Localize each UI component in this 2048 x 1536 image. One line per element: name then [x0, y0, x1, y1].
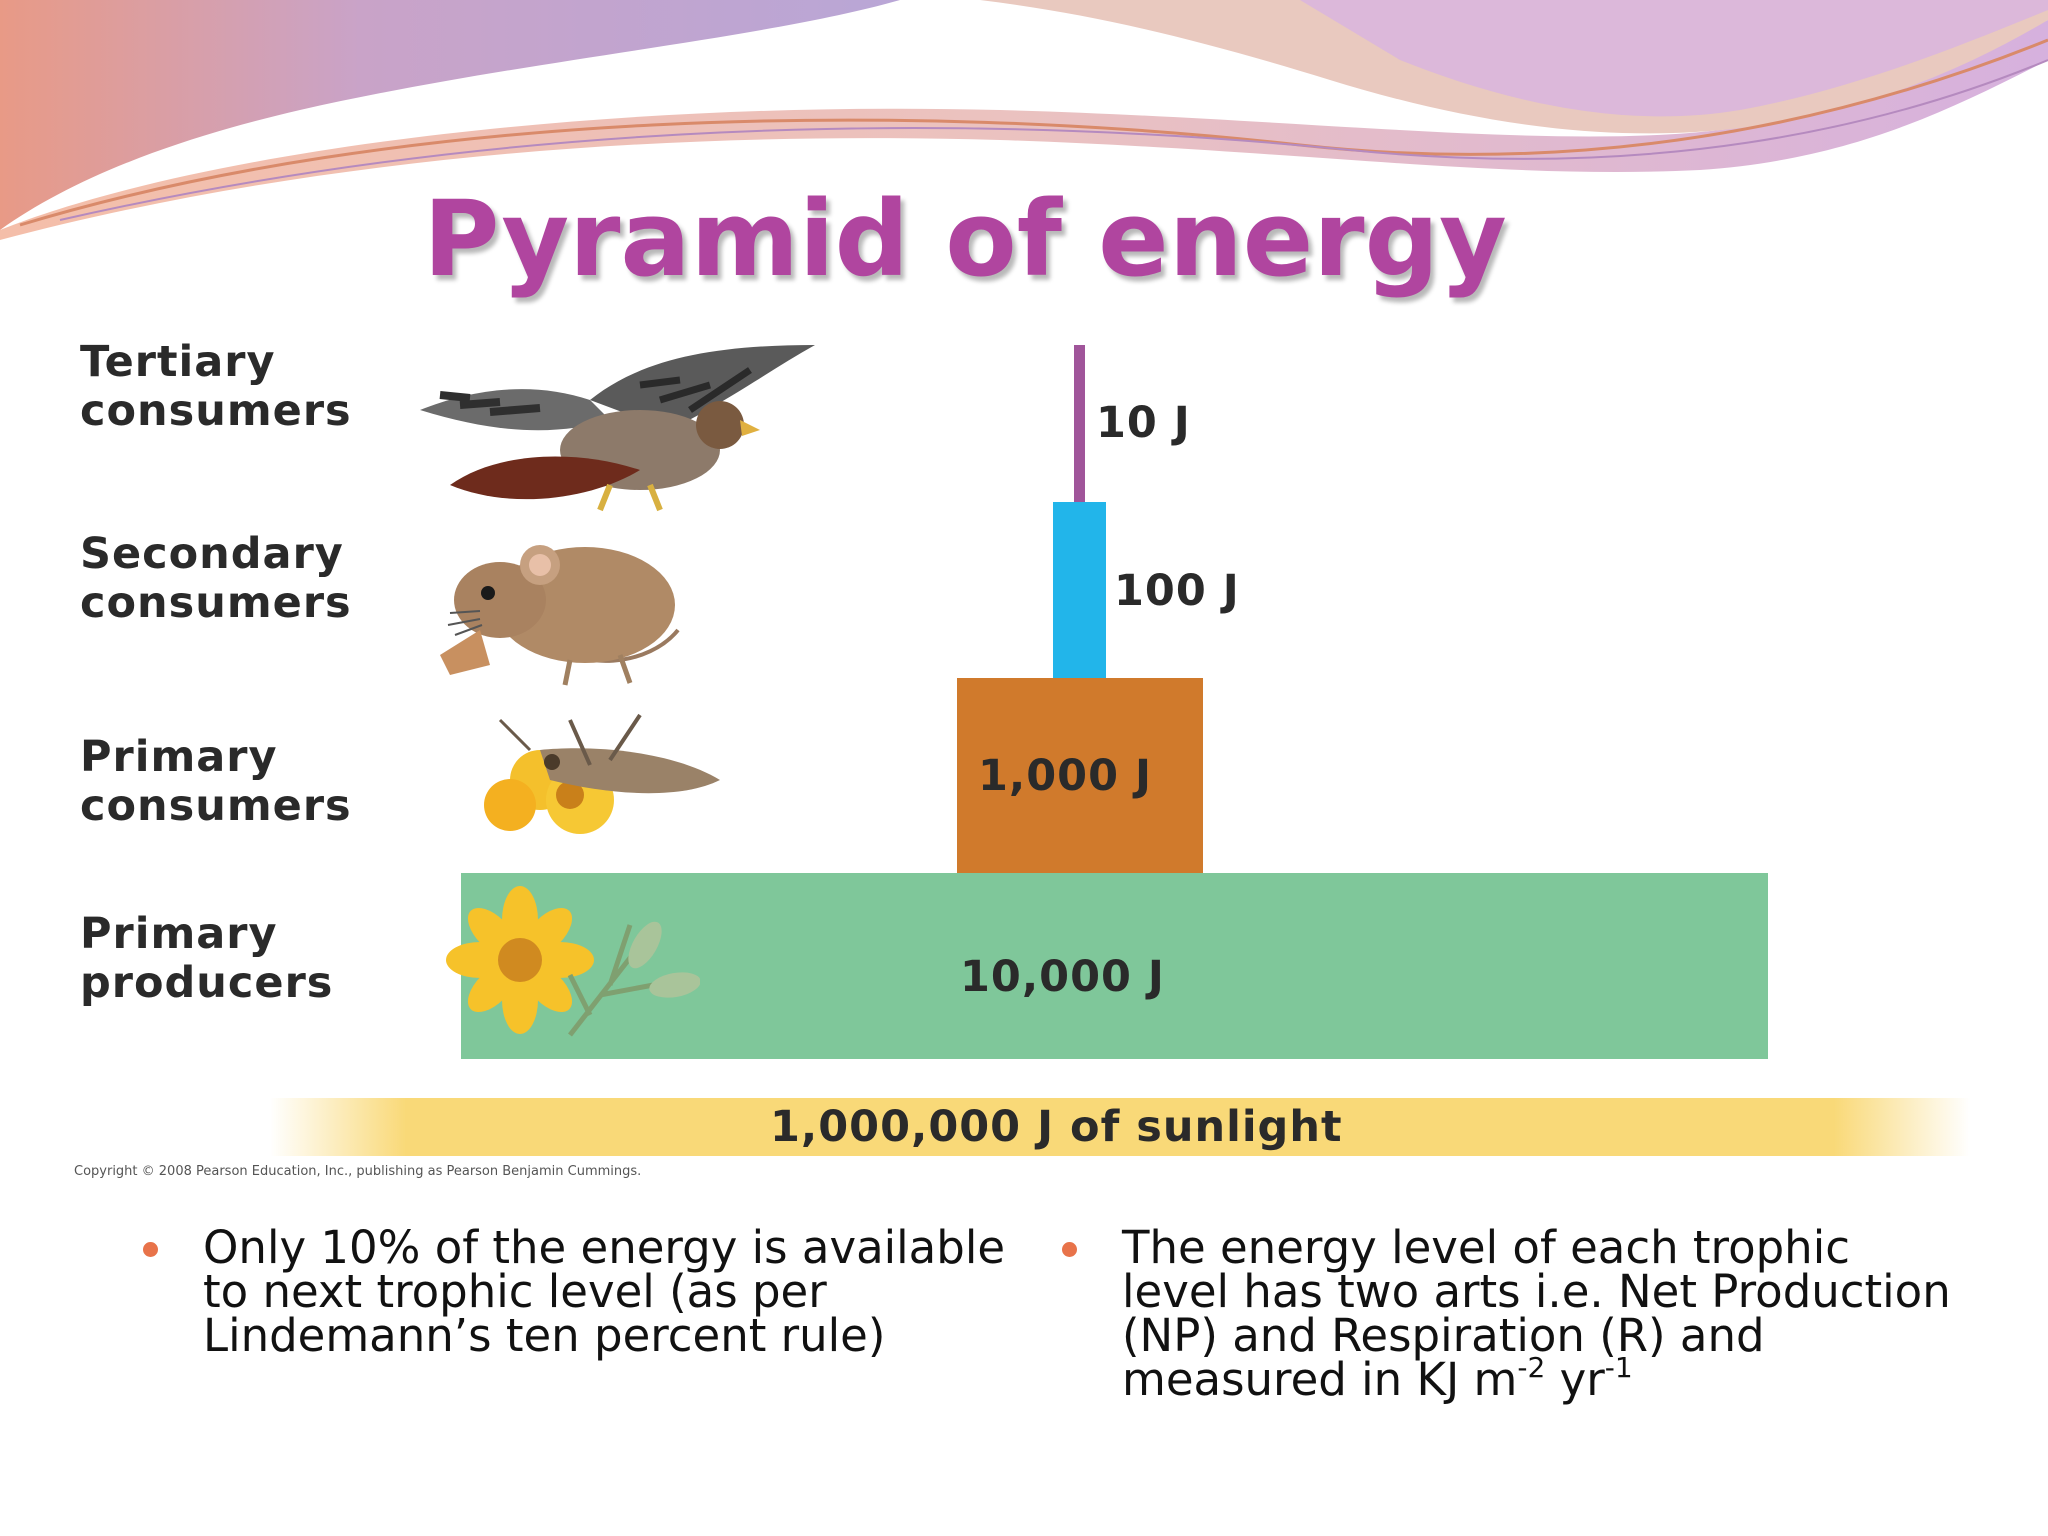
- energy-label-secondary: 100 J: [1114, 566, 1240, 616]
- bullet-energy-level: The energy level of each trophic level h…: [1062, 1225, 1952, 1402]
- sunlight-band: [270, 1098, 1970, 1156]
- header-decoration: [0, 0, 2048, 240]
- label-line: producers: [80, 958, 334, 1008]
- label-secondary-consumers: Secondary consumers: [80, 530, 352, 628]
- mouse-icon: [440, 545, 680, 686]
- label-line: consumers: [80, 578, 352, 628]
- label-tertiary-consumers: Tertiary consumers: [80, 338, 352, 436]
- label-line: Secondary: [80, 529, 344, 579]
- hawk-icon: [420, 345, 815, 512]
- label-line: consumers: [80, 386, 352, 436]
- bullet-text-unit: yr: [1545, 1353, 1605, 1406]
- label-line: Tertiary: [80, 337, 276, 387]
- page-title: Pyramid of energy: [423, 178, 1507, 300]
- flower-icon: [446, 886, 700, 1037]
- bar-secondary-consumers: [1053, 502, 1106, 678]
- superscript: -2: [1517, 1351, 1546, 1384]
- label-line: Primary: [80, 909, 278, 959]
- label-line: Primary: [80, 732, 278, 782]
- energy-label-primary-consumers: 1,000 J: [978, 751, 1152, 801]
- energy-label-tertiary: 10 J: [1096, 398, 1191, 448]
- energy-label-primary-producers: 10,000 J: [960, 952, 1165, 1002]
- copyright-text: Copyright © 2008 Pearson Education, Inc.…: [74, 1164, 642, 1179]
- label-line: consumers: [80, 781, 352, 831]
- sunlight-label: 1,000,000 J of sunlight: [770, 1102, 1343, 1152]
- bullet-dot: [1062, 1242, 1077, 1257]
- label-primary-consumers: Primary consumers: [80, 733, 352, 831]
- superscript: -1: [1604, 1351, 1633, 1384]
- bullet-text: Only 10% of the energy is available to n…: [203, 1221, 1006, 1362]
- bullet-dot: [143, 1242, 158, 1257]
- bar-tertiary-consumers: [1074, 345, 1085, 502]
- bullet-text: The energy level of each trophic level h…: [1122, 1221, 1951, 1406]
- label-primary-producers: Primary producers: [80, 910, 333, 1008]
- grasshopper-icon: [484, 713, 720, 834]
- bar-primary-producers: [461, 873, 1768, 1059]
- bar-primary-consumers: [957, 678, 1203, 873]
- bullet-ten-percent-rule: Only 10% of the energy is available to n…: [143, 1225, 1023, 1358]
